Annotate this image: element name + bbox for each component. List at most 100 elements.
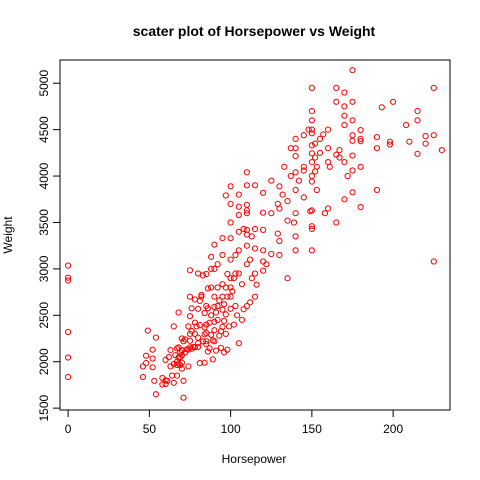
data-point <box>309 208 314 213</box>
data-point <box>326 206 331 211</box>
data-point <box>66 374 71 379</box>
data-point <box>209 313 214 318</box>
data-point <box>309 109 314 114</box>
data-point <box>326 127 331 132</box>
data-point <box>345 173 350 178</box>
data-point <box>285 218 290 223</box>
data-point <box>236 341 241 346</box>
data-point <box>209 254 214 259</box>
data-point <box>415 151 420 156</box>
data-point <box>189 306 194 311</box>
data-point <box>196 306 201 311</box>
data-point <box>277 184 282 189</box>
x-tick-label: 200 <box>383 422 403 436</box>
data-point <box>220 282 225 287</box>
data-point <box>223 193 228 198</box>
data-point <box>171 380 176 385</box>
data-point <box>222 302 227 307</box>
data-point <box>213 348 218 353</box>
data-point <box>275 231 280 236</box>
data-point <box>317 136 322 141</box>
data-point <box>277 238 282 243</box>
data-points <box>66 68 445 401</box>
data-point <box>244 183 249 188</box>
data-point <box>326 146 331 151</box>
data-point <box>66 329 71 334</box>
data-point <box>391 99 396 104</box>
data-point <box>187 294 192 299</box>
data-point <box>166 355 171 360</box>
data-point <box>233 252 238 257</box>
y-tick-label: 2500 <box>37 302 51 329</box>
data-point <box>163 357 168 362</box>
data-point <box>293 187 298 192</box>
data-point <box>248 257 253 262</box>
data-point <box>210 357 215 362</box>
x-axis-label: Horsepower <box>222 452 287 466</box>
data-point <box>153 335 158 340</box>
data-point <box>220 252 225 257</box>
data-point <box>293 170 298 175</box>
data-point <box>350 133 355 138</box>
data-point <box>192 297 197 302</box>
data-point <box>431 133 436 138</box>
data-point <box>285 276 290 281</box>
chart-title: scater plot of Horsepower vs Weight <box>133 23 376 39</box>
data-point <box>236 204 241 209</box>
data-point <box>228 294 233 299</box>
data-point <box>233 303 238 308</box>
y-axis: 15002000250030003500400045005000 <box>37 70 60 422</box>
data-point <box>186 364 191 369</box>
data-point <box>269 178 274 183</box>
data-point <box>212 328 217 333</box>
data-point <box>222 318 227 323</box>
data-point <box>309 160 314 165</box>
data-point <box>186 324 191 329</box>
data-point <box>342 113 347 118</box>
y-tick-label: 4500 <box>37 116 51 143</box>
data-point <box>218 345 223 350</box>
data-point <box>301 164 306 169</box>
data-point <box>228 201 233 206</box>
data-point <box>200 273 205 278</box>
data-point <box>181 378 186 383</box>
x-tick-label: 100 <box>221 422 241 436</box>
data-point <box>196 335 201 340</box>
data-point <box>423 134 428 139</box>
data-point <box>249 234 254 239</box>
data-point <box>309 179 314 184</box>
data-point <box>337 148 342 153</box>
y-tick-label: 2000 <box>37 348 51 375</box>
data-point <box>288 173 293 178</box>
data-point <box>301 195 306 200</box>
data-point <box>236 229 241 234</box>
data-point <box>181 395 186 400</box>
data-point <box>215 285 220 290</box>
data-point <box>334 152 339 157</box>
data-point <box>223 331 228 336</box>
y-tick-label: 3000 <box>37 255 51 282</box>
data-point <box>309 118 314 123</box>
data-point <box>374 146 379 151</box>
data-point <box>235 313 240 318</box>
data-point <box>236 248 241 253</box>
data-point <box>322 211 327 216</box>
data-point <box>150 365 155 370</box>
y-tick-label: 4000 <box>37 162 51 189</box>
data-point <box>269 251 274 256</box>
data-point <box>293 234 298 239</box>
data-point <box>296 178 301 183</box>
data-point <box>327 164 332 169</box>
x-axis: 0 50 100 150 200 <box>65 410 404 436</box>
data-point <box>176 345 181 350</box>
data-point <box>239 317 244 322</box>
data-point <box>236 192 241 197</box>
data-point <box>252 294 257 299</box>
data-point <box>379 105 384 110</box>
data-point <box>212 339 217 344</box>
data-point <box>144 353 149 358</box>
data-point <box>350 190 355 195</box>
data-point <box>231 322 236 327</box>
data-point <box>252 183 257 188</box>
y-tick-label: 1500 <box>37 394 51 421</box>
